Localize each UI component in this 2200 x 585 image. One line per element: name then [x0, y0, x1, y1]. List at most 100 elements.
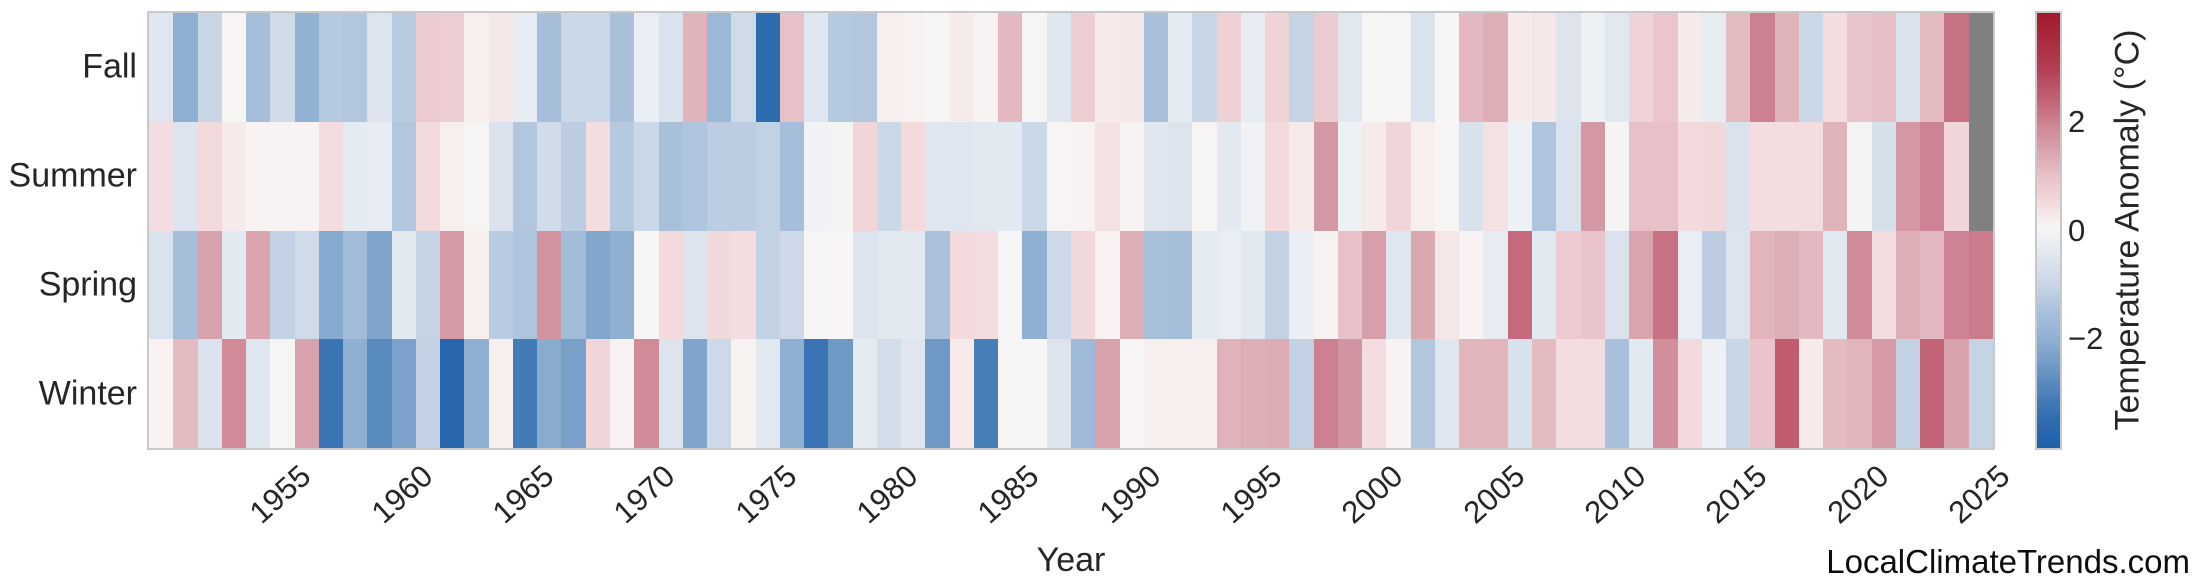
- heatmap-cell: [1168, 230, 1193, 340]
- heatmap-cell: [658, 13, 683, 122]
- heatmap-cell: [1871, 230, 1896, 340]
- heatmap-cell: [1240, 339, 1266, 448]
- heatmap-cell: [1192, 121, 1217, 231]
- heatmap-cell: [1386, 121, 1411, 231]
- heatmap-cell: [464, 230, 489, 340]
- heatmap-cell: [925, 339, 950, 448]
- heatmap-cell: [294, 230, 319, 340]
- heatmap-cell: [804, 230, 829, 340]
- heatmap-cell: [561, 339, 586, 448]
- heatmap-cell: [1216, 339, 1241, 448]
- heatmap-cell: [537, 339, 562, 448]
- heatmap-cell: [367, 339, 392, 448]
- heatmap-cell: [1532, 230, 1557, 340]
- heatmap-cell: [561, 13, 586, 122]
- heatmap-cell: [1750, 121, 1775, 231]
- heatmap-cell: [634, 230, 659, 340]
- heatmap-cell: [343, 121, 368, 231]
- heatmap-cell: [294, 339, 319, 448]
- heatmap-cell: [1968, 121, 1993, 231]
- heatmap-cell: [1895, 339, 1921, 448]
- heatmap-cell: [804, 13, 829, 122]
- heatmap-cell: [318, 230, 344, 340]
- row-label-summer: Summer: [8, 156, 137, 195]
- heatmap-cell: [1119, 230, 1144, 340]
- heatmap-cell: [149, 230, 174, 340]
- heatmap-cell: [1944, 339, 1969, 448]
- heatmap-cell: [1483, 230, 1508, 340]
- x-tick-1985: 1985: [971, 458, 1046, 531]
- heatmap-cell: [1313, 230, 1338, 340]
- heatmap-cell: [1629, 121, 1654, 231]
- x-tick-1955: 1955: [243, 458, 318, 531]
- heatmap-cell: [1653, 230, 1678, 340]
- colorbar-tick-0: 0: [2068, 212, 2086, 248]
- heatmap-cell: [876, 13, 902, 122]
- heatmap-cell: [1798, 339, 1824, 448]
- colorbar-axis-title: Temperature Anomaly (°C): [2108, 29, 2147, 431]
- heatmap-cell: [1459, 121, 1484, 231]
- heatmap-cell: [1071, 13, 1096, 122]
- heatmap-cell: [585, 339, 610, 448]
- heatmap-cell: [973, 121, 999, 231]
- heatmap-cell: [1750, 339, 1775, 448]
- heatmap-cell: [804, 121, 829, 231]
- heatmap-cell: [1168, 121, 1193, 231]
- heatmap-cell: [1823, 13, 1848, 122]
- heatmap-cell: [1046, 339, 1071, 448]
- heatmap-cell: [1871, 339, 1896, 448]
- heatmap-cell: [1143, 13, 1169, 122]
- heatmap-cell: [440, 121, 465, 231]
- heatmap-cell: [1677, 339, 1702, 448]
- heatmap-cell: [1726, 230, 1751, 340]
- heatmap-cell: [1192, 13, 1217, 122]
- heatmap-cell: [1774, 339, 1799, 448]
- heatmap-cell: [1750, 230, 1775, 340]
- heatmap-cell: [1265, 339, 1290, 448]
- heatmap-cell: [1434, 13, 1460, 122]
- heatmap-cell: [246, 230, 271, 340]
- heatmap-cell: [1410, 121, 1435, 231]
- heatmap-cell: [852, 13, 877, 122]
- heatmap-cell: [1774, 13, 1799, 122]
- heatmap-cell: [197, 13, 222, 122]
- heatmap-cell: [949, 230, 974, 340]
- x-tick-2025: 2025: [1941, 458, 2017, 531]
- heatmap-cell: [1701, 230, 1727, 340]
- heatmap-cell: [1944, 13, 1969, 122]
- heatmap-cell: [197, 121, 222, 231]
- watermark-text: LocalClimateTrends.com: [1826, 543, 2190, 580]
- heatmap-cell: [1604, 13, 1630, 122]
- heatmap-cell: [173, 339, 198, 448]
- heatmap-cell: [1653, 121, 1678, 231]
- heatmap-cell: [658, 121, 683, 231]
- colorbar: [2035, 11, 2062, 450]
- heatmap-cell: [1071, 121, 1096, 231]
- heatmap-cell: [537, 121, 562, 231]
- heatmap-cell: [1944, 121, 1969, 231]
- heatmap-cell: [1046, 13, 1071, 122]
- heatmap-cell: [1798, 13, 1824, 122]
- heatmap-cell: [949, 13, 974, 122]
- heatmap-cell: [512, 121, 538, 231]
- heatmap-cell: [1653, 13, 1678, 122]
- heatmap-cell: [1701, 339, 1727, 448]
- heatmap-cell: [1556, 13, 1581, 122]
- heatmap-cell: [1823, 339, 1848, 448]
- heatmap-cell: [1095, 339, 1120, 448]
- heatmap-cell: [1920, 339, 1945, 448]
- heatmap-cell: [610, 339, 635, 448]
- heatmap-cell: [1386, 13, 1411, 122]
- heatmap-cell: [658, 230, 683, 340]
- heatmap-cell: [998, 230, 1023, 340]
- heatmap-cell: [731, 230, 756, 340]
- heatmap-cell: [1507, 121, 1532, 231]
- heatmap-cell: [512, 13, 538, 122]
- heatmap-cell: [1240, 230, 1266, 340]
- heatmap-cell: [1580, 121, 1605, 231]
- heatmap-cell: [1556, 230, 1581, 340]
- heatmap-cell: [852, 230, 877, 340]
- heatmap-cell: [221, 230, 247, 340]
- heatmap-cell: [1847, 339, 1872, 448]
- heatmap-cell: [1895, 121, 1921, 231]
